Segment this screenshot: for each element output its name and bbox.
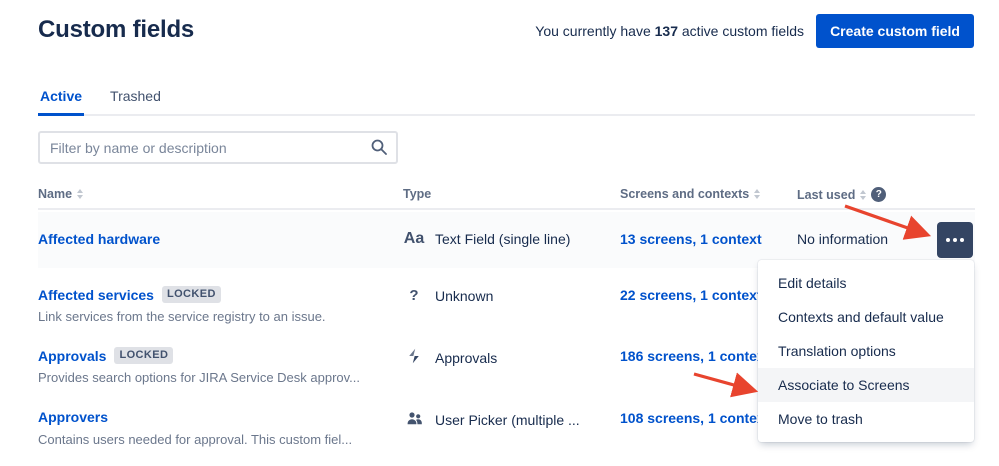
count-value: 137 xyxy=(654,23,678,39)
field-name-link[interactable]: Approvals xyxy=(38,347,107,364)
unknown-type-icon: ? xyxy=(409,287,419,304)
search-icon xyxy=(371,139,387,155)
table-header: Name Type Screens and contexts Last used… xyxy=(38,181,975,210)
count-suffix: active custom fields xyxy=(678,23,805,39)
field-name-cell: Approvers xyxy=(38,409,108,425)
menu-item-translation-options[interactable]: Translation options xyxy=(778,343,896,359)
column-label: Last used xyxy=(797,187,856,202)
column-header-screens[interactable]: Screens and contexts xyxy=(620,187,761,201)
tab-trashed[interactable]: Trashed xyxy=(110,88,161,104)
field-description: Link services from the service registry … xyxy=(38,309,326,324)
menu-item-edit-details[interactable]: Edit details xyxy=(778,275,847,291)
column-label: Screens and contexts xyxy=(620,187,750,201)
text-field-icon: Aa xyxy=(403,230,425,247)
field-type-label: Text Field (single line) xyxy=(435,231,571,247)
field-type-cell: ? Unknown xyxy=(403,287,493,304)
dot xyxy=(960,238,964,242)
user-picker-icon xyxy=(403,410,425,430)
tab-bar: Active Trashed xyxy=(38,82,975,116)
menu-item-associate-to-screens[interactable]: Associate to Screens xyxy=(758,368,974,402)
field-name-cell: Approvals LOCKED xyxy=(38,347,174,365)
field-name-link[interactable]: Approvers xyxy=(38,409,109,425)
menu-item-contexts-default-value[interactable]: Contexts and default value xyxy=(778,309,944,325)
locked-badge: LOCKED xyxy=(161,286,221,304)
tab-active[interactable]: Active xyxy=(38,82,85,116)
help-icon[interactable]: ? xyxy=(871,187,887,202)
field-type-label: Approvals xyxy=(435,350,498,366)
sort-icon xyxy=(860,189,867,200)
last-used-value: No information xyxy=(797,231,889,247)
field-type-label: User Picker (multiple ... xyxy=(435,412,580,428)
locked-badge: LOCKED xyxy=(114,347,174,365)
field-description: Provides search options for JIRA Service… xyxy=(38,370,361,385)
approvals-icon xyxy=(403,348,425,368)
sort-icon xyxy=(77,189,84,199)
row-actions-button[interactable] xyxy=(937,222,973,258)
active-fields-count-text: You currently have 137 active custom fie… xyxy=(535,23,804,39)
field-type-cell: User Picker (multiple ... xyxy=(403,410,580,430)
dot xyxy=(946,238,950,242)
column-label: Type xyxy=(403,187,432,201)
count-prefix: You currently have xyxy=(535,23,655,39)
field-type-label: Unknown xyxy=(435,287,494,304)
field-type-cell: Approvals xyxy=(403,348,497,368)
column-label: Name xyxy=(38,187,73,201)
column-header-type: Type xyxy=(403,187,431,201)
filter-input[interactable] xyxy=(38,131,398,164)
screens-contexts-link[interactable]: 186 screens, 1 context xyxy=(620,348,770,364)
filter-field xyxy=(38,131,398,164)
field-name-link[interactable]: Affected hardware xyxy=(38,231,161,247)
screens-contexts-link[interactable]: 22 screens, 1 context xyxy=(620,287,762,303)
screens-contexts-link[interactable]: 108 screens, 1 context xyxy=(620,410,770,426)
table-row: Approvers Contains users needed for appr… xyxy=(38,409,975,459)
field-type-cell: Aa Text Field (single line) xyxy=(403,230,571,248)
dot xyxy=(953,238,957,242)
screens-contexts-link[interactable]: 13 screens, 1 context xyxy=(620,231,762,247)
field-name-cell: Affected hardware xyxy=(38,231,160,247)
field-name-link[interactable]: Affected services xyxy=(38,286,154,303)
column-header-name[interactable]: Name xyxy=(38,187,84,201)
menu-item-move-to-trash[interactable]: Move to trash xyxy=(778,411,863,427)
create-custom-field-button[interactable]: Create custom field xyxy=(816,14,974,48)
row-actions-menu: Edit details Contexts and default value … xyxy=(758,260,974,442)
column-header-last-used[interactable]: Last used ? xyxy=(797,187,887,202)
sort-icon xyxy=(754,189,761,199)
table-row: Approvals LOCKED Provides search options… xyxy=(38,347,975,397)
header-actions: You currently have 137 active custom fie… xyxy=(535,14,974,48)
field-name-cell: Affected services LOCKED xyxy=(38,286,221,304)
table-row: Affected services LOCKED Link services f… xyxy=(38,286,975,336)
page-title: Custom fields xyxy=(38,16,195,43)
table-row: Affected hardware Aa Text Field (single … xyxy=(38,212,975,268)
field-description: Contains users needed for approval. This… xyxy=(38,432,353,447)
